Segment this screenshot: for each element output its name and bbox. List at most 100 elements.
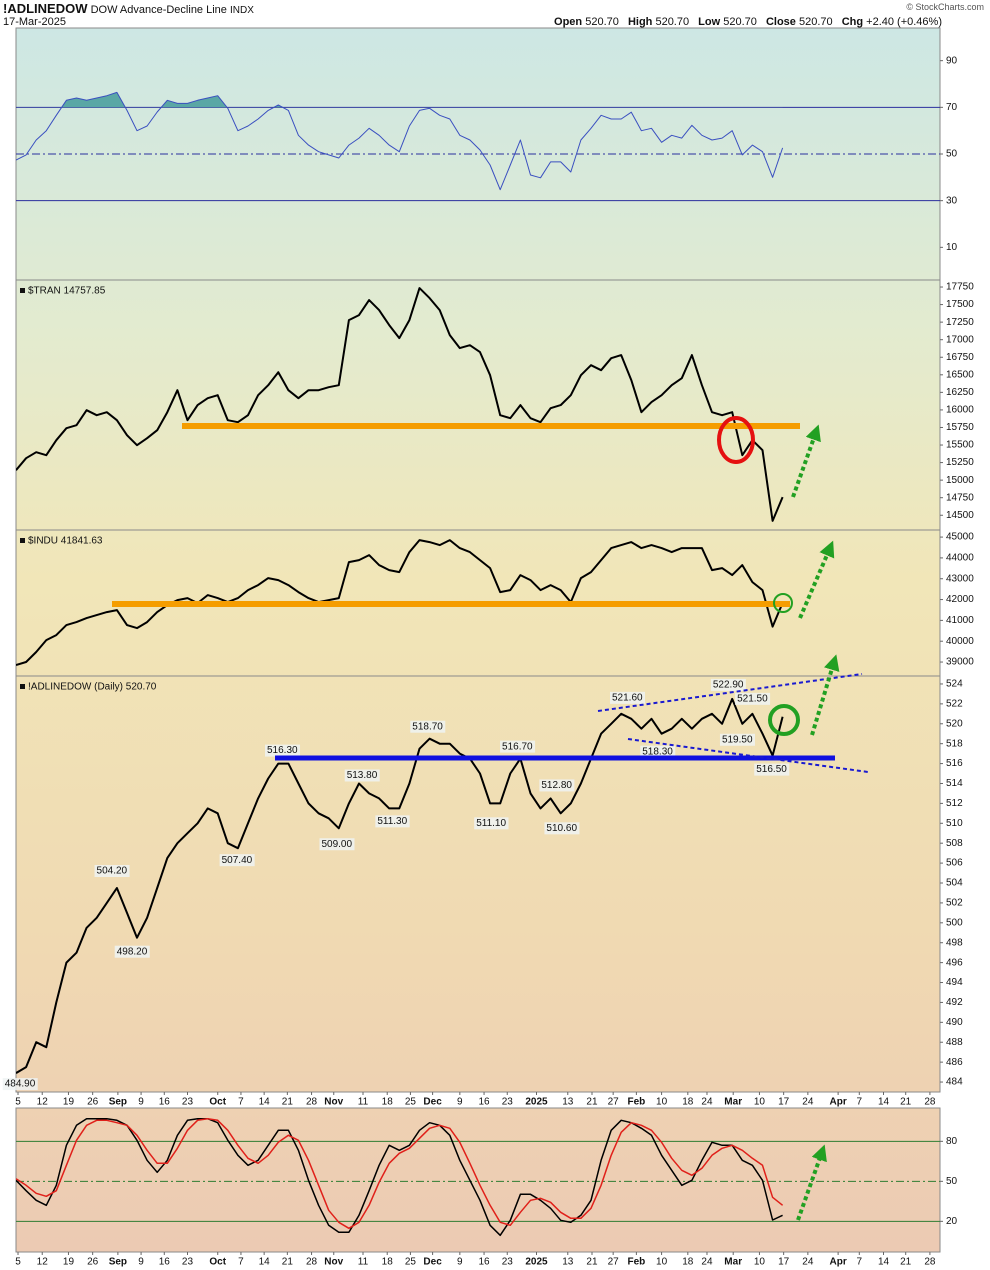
annotation-label: 519.50 [722, 734, 753, 745]
quote-label: Low [698, 16, 721, 28]
x-tick-label: 7 [857, 1097, 863, 1108]
panel-title: $TRAN 14757.85 [28, 286, 106, 297]
panel-background [15, 279, 941, 531]
panel-title: $INDU 41841.63 [28, 536, 103, 547]
annotation-box [539, 779, 575, 792]
x-tick-label: 21 [586, 1097, 598, 1108]
annotation-box [114, 945, 150, 958]
y-tick-label: 80 [946, 1136, 958, 1147]
trend-arrow [791, 424, 821, 498]
x-tick-label: 10 [656, 1257, 668, 1268]
y-tick-label: 15000 [946, 475, 974, 486]
x-tick-label: 11 [358, 1257, 369, 1268]
annotation-label: 518.30 [642, 746, 673, 757]
quote-value: 520.70 [585, 16, 619, 28]
x-tick-label: Mar [724, 1097, 742, 1108]
annotation-box [410, 720, 446, 733]
highlight-circle [773, 593, 793, 613]
x-tick-label: 10 [656, 1097, 668, 1108]
y-tick-label: 484 [946, 1077, 963, 1088]
y-tick-label: 42000 [946, 594, 974, 605]
series-line [16, 697, 784, 1074]
x-tick-label: 26 [87, 1097, 99, 1108]
y-tick-label: 15250 [946, 457, 974, 468]
title-marker [20, 538, 25, 543]
x-tick-label: 9 [138, 1097, 144, 1108]
annotation-box [375, 815, 410, 828]
x-tick-label: 21 [900, 1097, 912, 1108]
symbol-name: DOW Advance-Decline Line [90, 4, 227, 16]
x-tick-label: 5 [15, 1097, 21, 1108]
annotation-box [640, 745, 676, 758]
x-tick-label: Feb [627, 1257, 645, 1268]
annotation-label: 512.80 [541, 780, 572, 791]
annotation-label: 516.70 [502, 741, 533, 752]
x-tick-label: 9 [457, 1257, 463, 1268]
annotation-box [500, 740, 536, 753]
quote-label: Chg [841, 16, 864, 28]
annotation-label: 513.80 [347, 770, 378, 781]
x-tick-label: Oct [209, 1097, 226, 1108]
x-tick-label: 23 [502, 1097, 514, 1108]
y-tick-label: 492 [946, 997, 963, 1008]
annotation-label: 484.90 [5, 1079, 36, 1090]
y-tick-label: 516 [946, 758, 963, 769]
annotation-box [319, 838, 355, 851]
x-tick-label: 24 [802, 1097, 814, 1108]
x-tick-label: 17 [778, 1097, 790, 1108]
x-tick-label: 25 [405, 1257, 417, 1268]
y-tick-label: 15750 [946, 422, 974, 433]
y-tick-label: 44000 [946, 553, 974, 564]
x-tick-label: 10 [754, 1257, 766, 1268]
x-tick-label: 14 [878, 1257, 890, 1268]
y-tick-label: 41000 [946, 615, 974, 626]
credit: © StockCharts.com [906, 2, 984, 12]
x-tick-label: 7 [238, 1257, 244, 1268]
x-tick-label: 16 [478, 1257, 490, 1268]
y-tick-label: 522 [946, 699, 963, 710]
series-line [16, 1117, 784, 1230]
annotation-label: 510.60 [546, 823, 577, 834]
y-tick-label: 43000 [946, 573, 974, 584]
annotation-label: 498.20 [117, 946, 148, 957]
annotation-label: 522.90 [713, 680, 744, 691]
x-tick-label: 23 [182, 1257, 194, 1268]
y-tick-label: 40000 [946, 636, 974, 647]
x-tick-label: 12 [37, 1257, 49, 1268]
overbought-area [16, 92, 783, 108]
x-tick-label: 28 [924, 1257, 936, 1268]
x-tick-label: 14 [259, 1257, 271, 1268]
panel-title: !ADLINEDOW (Daily) 520.70 [28, 682, 157, 693]
annotation-label: 511.30 [377, 816, 407, 827]
y-tick-label: 45000 [946, 532, 974, 543]
x-tick-label: Apr [830, 1257, 847, 1268]
y-tick-label: 17000 [946, 334, 974, 345]
x-tick-label: 21 [282, 1097, 294, 1108]
x-tick-label: 26 [87, 1257, 99, 1268]
x-tick-label: Oct [209, 1257, 226, 1268]
annotation-box [2, 1078, 38, 1091]
x-tick-label: 11 [358, 1097, 369, 1108]
quote-value: 520.70 [723, 16, 757, 28]
x-tick-label: 5 [15, 1257, 21, 1268]
highlight-circle [717, 416, 755, 464]
x-tick-label: 18 [382, 1097, 394, 1108]
annotation-box [265, 744, 301, 757]
y-tick-label: 16250 [946, 387, 974, 398]
panel-background [15, 675, 941, 1093]
y-tick-label: 504 [946, 878, 963, 889]
x-tick-label: 24 [701, 1097, 713, 1108]
x-tick-label: 23 [182, 1097, 194, 1108]
quote-value: 520.70 [655, 16, 690, 28]
y-tick-label: 30 [946, 195, 958, 206]
y-tick-label: 520 [946, 718, 963, 729]
annotation-drawings [112, 416, 869, 1221]
annotation-label: 521.60 [612, 692, 643, 703]
y-tick-label: 90 [946, 55, 958, 66]
x-tick-label: 9 [457, 1097, 463, 1108]
y-tick-label: 494 [946, 977, 963, 988]
y-tick-label: 17500 [946, 299, 974, 310]
exchange: INDX [229, 5, 254, 16]
annotation-label: 509.00 [321, 839, 352, 850]
